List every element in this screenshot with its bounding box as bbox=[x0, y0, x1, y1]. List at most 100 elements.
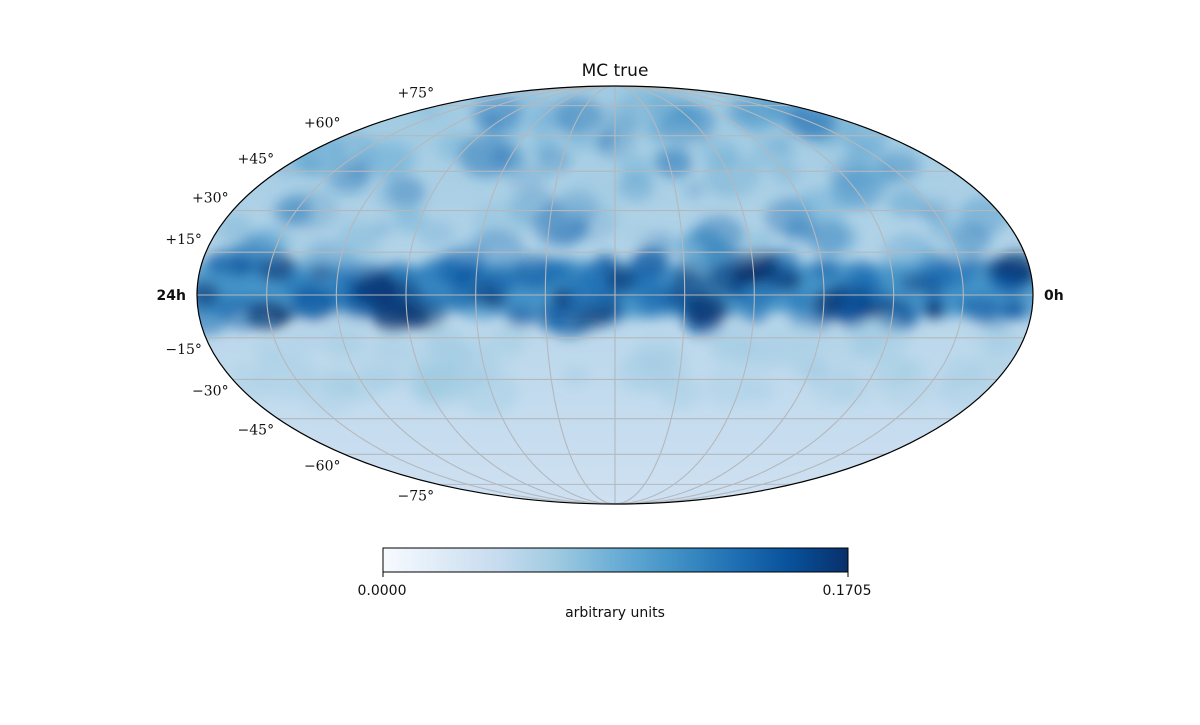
intensity-blob bbox=[963, 296, 1000, 324]
intensity-blob bbox=[492, 272, 519, 293]
meridian-line bbox=[405, 86, 616, 504]
intensity-blob bbox=[418, 220, 456, 249]
intensity-blob bbox=[595, 133, 618, 150]
intensity-blob bbox=[703, 153, 761, 198]
intensity-blob bbox=[386, 176, 426, 207]
intensity-blob bbox=[283, 325, 322, 355]
dec-label: +60° bbox=[304, 116, 341, 132]
meridian-line bbox=[266, 86, 616, 504]
dec-label: −75° bbox=[398, 488, 435, 504]
intensity-blob bbox=[797, 187, 848, 226]
meridian-line bbox=[335, 86, 616, 504]
intensity-blob bbox=[333, 233, 388, 276]
intensity-blob bbox=[534, 305, 568, 331]
intensity-blob bbox=[916, 265, 957, 296]
intensity-blob bbox=[458, 368, 519, 415]
meridian-line bbox=[614, 86, 686, 504]
intensity-blob bbox=[290, 130, 347, 174]
dec-label: −30° bbox=[192, 383, 229, 399]
intensity-blob bbox=[923, 302, 946, 320]
chart-title: MC true bbox=[582, 61, 649, 81]
intensity-blob bbox=[406, 288, 426, 304]
intensity-blob bbox=[793, 320, 833, 350]
intensity-blob bbox=[788, 294, 811, 312]
graticule bbox=[197, 86, 1033, 504]
intensity-blob bbox=[743, 378, 776, 403]
intensity-blob bbox=[808, 364, 861, 405]
meridian-line bbox=[614, 86, 964, 504]
intensity-blob bbox=[983, 256, 1012, 280]
intensity-blob bbox=[472, 95, 522, 134]
intensity-blob bbox=[456, 131, 513, 174]
intensity-blob bbox=[833, 292, 862, 315]
intensity-blob bbox=[845, 260, 877, 285]
map-boundary bbox=[196, 85, 1034, 505]
dec-label: +15° bbox=[165, 232, 202, 248]
sky-map-area bbox=[197, 86, 1033, 504]
colorbar-gradient bbox=[382, 547, 849, 573]
intensity-blob bbox=[536, 146, 572, 174]
intensity-blob bbox=[370, 366, 403, 391]
meridian-line bbox=[614, 86, 755, 504]
intensity-blob bbox=[750, 135, 797, 171]
intensity-blob bbox=[970, 320, 1014, 354]
intensity-blob bbox=[469, 228, 526, 272]
intensity-blob bbox=[951, 223, 993, 255]
intensity-blob bbox=[731, 97, 779, 134]
intensity-blob bbox=[693, 215, 745, 256]
intensity-blob bbox=[620, 222, 653, 248]
dec-label: −60° bbox=[304, 458, 341, 474]
intensity-blob bbox=[655, 149, 693, 179]
intensity-blob bbox=[437, 257, 463, 277]
intensity-blob bbox=[398, 267, 426, 288]
intensity-blob bbox=[561, 365, 590, 388]
intensity-blob bbox=[788, 102, 836, 139]
dec-label: +75° bbox=[398, 86, 435, 102]
intensity-blob bbox=[296, 236, 346, 274]
intensity-blob bbox=[634, 291, 667, 316]
colorbar-min-label: 0.0000 bbox=[358, 583, 407, 599]
colorbar-label: arbitrary units bbox=[565, 605, 665, 621]
intensity-blob bbox=[870, 235, 898, 257]
intensity-blob bbox=[710, 333, 761, 372]
intensity-blob bbox=[407, 308, 431, 327]
ra-label-right: 0h bbox=[1044, 288, 1064, 304]
colorbar: 0.0000 0.1705 arbitrary units bbox=[358, 547, 872, 621]
intensity-blob bbox=[370, 220, 394, 238]
intensity-blob bbox=[505, 305, 535, 328]
intensity-blob bbox=[251, 223, 295, 257]
dec-label: −15° bbox=[165, 342, 202, 358]
intensity-blob bbox=[744, 307, 768, 325]
ra-label-left: 24h bbox=[157, 288, 186, 304]
intensity-blob bbox=[887, 188, 926, 218]
intensity-blob bbox=[617, 173, 655, 202]
intensity-blob bbox=[684, 181, 706, 198]
intensity-blob bbox=[320, 370, 357, 399]
intensity-blobs bbox=[197, 86, 1033, 416]
intensity-blob bbox=[922, 192, 945, 210]
meridian-line bbox=[544, 86, 616, 504]
intensity-blob bbox=[493, 323, 530, 352]
dec-label: +45° bbox=[238, 151, 275, 167]
intensity-blob bbox=[320, 313, 370, 352]
intensity-blob bbox=[353, 273, 398, 308]
intensity-blob bbox=[551, 205, 580, 228]
declination-labels: +75° +60° +45° +30° +15° −15° −30° −45° −60° −75° bbox=[165, 86, 434, 505]
intensity-blob bbox=[393, 207, 427, 234]
dec-label: −45° bbox=[238, 423, 275, 439]
intensity-blob bbox=[408, 364, 465, 408]
intensity-blob bbox=[444, 287, 476, 312]
intensity-blob bbox=[811, 257, 840, 280]
intensity-blob bbox=[291, 285, 338, 321]
meridian-line bbox=[475, 86, 616, 504]
intensity-blob bbox=[564, 275, 611, 312]
intensity-blob bbox=[235, 379, 269, 405]
meridian-line bbox=[614, 86, 895, 504]
intensity-blob bbox=[541, 262, 564, 280]
intensity-blob bbox=[773, 244, 803, 267]
colorbar-max-label: 0.1705 bbox=[823, 583, 872, 599]
intensity-blob bbox=[685, 293, 729, 327]
intensity-blob bbox=[247, 299, 289, 331]
